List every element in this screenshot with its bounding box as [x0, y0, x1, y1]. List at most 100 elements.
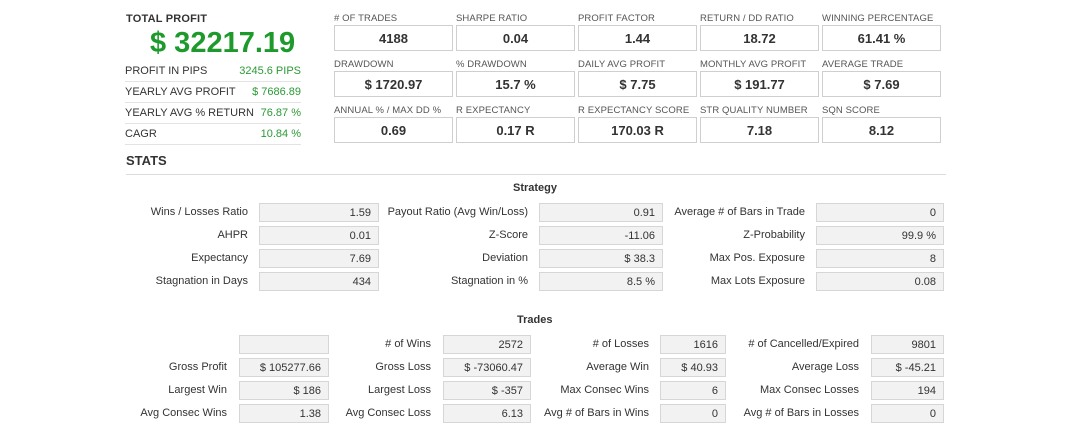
- summary-label: PROFIT IN PIPS: [125, 65, 208, 77]
- trades-label: Avg Consec Wins: [140, 407, 227, 419]
- summary-value: 10.84 %: [260, 128, 301, 140]
- metric-value-return-dd: 18.72: [700, 25, 819, 51]
- total-profit-value: $ 32217.19: [150, 27, 296, 59]
- trades-value: 194: [871, 381, 944, 400]
- trades-value: 9801: [871, 335, 944, 354]
- trades-value: $ 186: [239, 381, 329, 400]
- strategy-value: 1.59: [259, 203, 379, 222]
- metric-label-profit-factor: PROFIT FACTOR: [578, 13, 655, 24]
- strategy-value: 0.08: [816, 272, 944, 291]
- strategy-label: Z-Score: [488, 229, 528, 241]
- strategy-label: Expectancy: [191, 252, 248, 264]
- trades-label: Largest Win: [168, 384, 227, 396]
- metric-label-daily-avg: DAILY AVG PROFIT: [578, 59, 666, 70]
- metric-label-monthly-avg: MONTHLY AVG PROFIT: [700, 59, 807, 70]
- metric-value-r-expectancy-score: 170.03 R: [578, 117, 697, 143]
- metric-value-pct-drawdown: 15.7 %: [456, 71, 575, 97]
- trades-value: $ 105277.66: [239, 358, 329, 377]
- metric-value-profit-factor: 1.44: [578, 25, 697, 51]
- metric-label-sqn-score: SQN SCORE: [822, 105, 880, 116]
- trades-value: $ -73060.47: [443, 358, 531, 377]
- strategy-value: 0.01: [259, 226, 379, 245]
- metric-label-average-trade: AVERAGE TRADE: [822, 59, 904, 70]
- trades-value: 6: [660, 381, 726, 400]
- summary-value: 3245.6 PIPS: [239, 65, 301, 77]
- stats-divider: [126, 174, 946, 175]
- metric-value-monthly-avg: $ 191.77: [700, 71, 819, 97]
- metric-label-return-dd: RETURN / DD RATIO: [700, 13, 794, 24]
- trades-label: Avg Consec Loss: [345, 407, 431, 419]
- metric-label-r-expectancy-score: R EXPECTANCY SCORE: [578, 105, 690, 116]
- metric-label-r-expectancy: R EXPECTANCY: [456, 105, 531, 116]
- trades-label: # of Wins: [385, 338, 431, 350]
- strategy-value: 7.69: [259, 249, 379, 268]
- strategy-label: AHPR: [217, 229, 248, 241]
- trades-value: $ -45.21: [871, 358, 944, 377]
- trades-title: Trades: [517, 314, 553, 326]
- total-profit-label: TOTAL PROFIT: [126, 13, 208, 25]
- strategy-label: Deviation: [482, 252, 528, 264]
- summary-label: CAGR: [125, 128, 157, 140]
- metric-label-sharpe: SHARPE RATIO: [456, 13, 528, 24]
- strategy-label: Z-Probability: [743, 229, 805, 241]
- trades-value: 1.38: [239, 404, 329, 423]
- trades-label: Gross Loss: [375, 361, 431, 373]
- strategy-label: Wins / Losses Ratio: [150, 206, 248, 218]
- summary-label: YEARLY AVG PROFIT: [125, 86, 236, 98]
- strategy-value: -11.06: [539, 226, 663, 245]
- metric-value-sharpe: 0.04: [456, 25, 575, 51]
- trades-value: $ -357: [443, 381, 531, 400]
- trades-label: Average Win: [586, 361, 649, 373]
- metric-label-pct-drawdown: % DRAWDOWN: [456, 59, 527, 70]
- metric-value-trades: 4188: [334, 25, 453, 51]
- trades-label: # of Cancelled/Expired: [748, 338, 859, 350]
- summary-value: 76.87 %: [260, 107, 301, 119]
- stats-title: STATS: [126, 153, 167, 168]
- trades-value: 2572: [443, 335, 531, 354]
- trades-value: 6.13: [443, 404, 531, 423]
- strategy-label: Stagnation in %: [450, 275, 528, 287]
- trades-value: 1616: [660, 335, 726, 354]
- metric-value-drawdown: $ 1720.97: [334, 71, 453, 97]
- metric-value-sqn-score: 8.12: [822, 117, 941, 143]
- strategy-label: Average # of Bars in Trade: [674, 206, 805, 218]
- trades-value: 0: [660, 404, 726, 423]
- metric-value-annual-maxdd: 0.69: [334, 117, 453, 143]
- metric-label-trades: # OF TRADES: [334, 13, 398, 24]
- trades-label: Max Consec Wins: [560, 384, 649, 396]
- strategy-label: Payout Ratio (Avg Win/Loss): [387, 206, 528, 218]
- metric-label-annual-maxdd: ANNUAL % / MAX DD %: [334, 105, 442, 116]
- summary-list: PROFIT IN PIPS 3245.6 PIPS YEARLY AVG PR…: [125, 61, 301, 145]
- trades-value: $ 40.93: [660, 358, 726, 377]
- strategy-label: Max Lots Exposure: [710, 275, 805, 287]
- summary-value: $ 7686.89: [252, 86, 301, 98]
- trades-label: Avg # of Bars in Losses: [743, 407, 859, 419]
- strategy-value: 0.91: [539, 203, 663, 222]
- metric-value-daily-avg: $ 7.75: [578, 71, 697, 97]
- metric-value-winning-pct: 61.41 %: [822, 25, 941, 51]
- metric-label-str-quality: STR QUALITY NUMBER: [700, 105, 808, 116]
- trades-label: Max Consec Losses: [759, 384, 859, 396]
- strategy-value: 434: [259, 272, 379, 291]
- summary-row-cagr: CAGR 10.84 %: [125, 124, 301, 145]
- trades-label: # of Losses: [592, 338, 649, 350]
- trades-label: Gross Profit: [168, 361, 227, 373]
- strategy-value: 8.5 %: [539, 272, 663, 291]
- strategy-value: $ 38.3: [539, 249, 663, 268]
- strategy-title: Strategy: [513, 182, 558, 194]
- metric-label-winning-pct: WINNING PERCENTAGE: [822, 13, 934, 24]
- trades-value: [239, 335, 329, 354]
- metric-value-str-quality: 7.18: [700, 117, 819, 143]
- trades-label: Avg # of Bars in Wins: [544, 407, 649, 419]
- strategy-value: 0: [816, 203, 944, 222]
- strategy-label: Max Pos. Exposure: [709, 252, 805, 264]
- summary-row-yearly-avg-profit: YEARLY AVG PROFIT $ 7686.89: [125, 82, 301, 103]
- strategy-value: 8: [816, 249, 944, 268]
- metric-value-average-trade: $ 7.69: [822, 71, 941, 97]
- summary-label: YEARLY AVG % RETURN: [125, 107, 254, 119]
- summary-row-yearly-avg-return: YEARLY AVG % RETURN 76.87 %: [125, 103, 301, 124]
- strategy-label: Stagnation in Days: [155, 275, 248, 287]
- metric-value-r-expectancy: 0.17 R: [456, 117, 575, 143]
- trades-value: 0: [871, 404, 944, 423]
- trades-label: Largest Loss: [368, 384, 431, 396]
